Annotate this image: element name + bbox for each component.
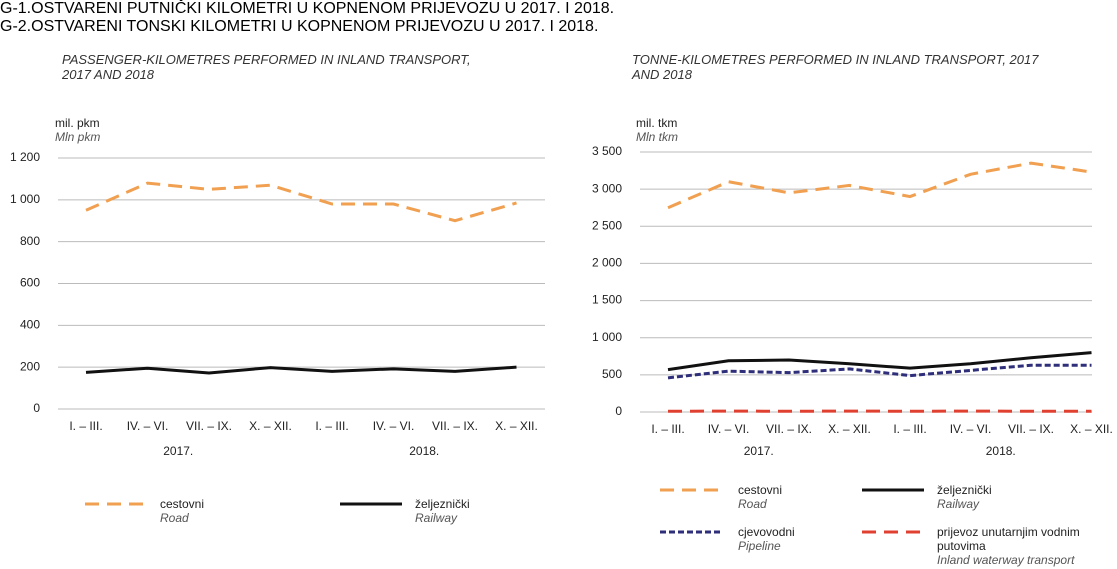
category-group-label: 2017. <box>744 444 774 458</box>
legend-label: željeznički <box>937 483 992 497</box>
legend-entry: cestovni Road <box>160 497 310 525</box>
legend-entry: željeznički Railway <box>937 483 1087 511</box>
chart-subtitle: PASSENGER-KILOMETRES PERFORMED IN INLAND… <box>62 52 471 82</box>
category-group-label: 2018. <box>409 444 439 458</box>
legend-label-en: Inland waterway transport <box>937 553 1075 567</box>
x-tick-label: IV. – VI. <box>127 419 169 433</box>
x-tick-label: VII. – IX. <box>1008 422 1054 436</box>
chart-number: G-1. <box>0 0 32 17</box>
y-tick-label: 600 <box>20 276 40 290</box>
legend-entry: željeznički Railway <box>415 497 565 525</box>
legend-label: cestovni <box>738 483 783 497</box>
legend-entry: prijevoz unutarnjim vodnim putovima Inlan… <box>937 525 1087 567</box>
legend-label-en: Road <box>160 511 189 525</box>
y-axis-label-en: Mln tkm <box>636 130 678 144</box>
x-tick-label: I. – III. <box>69 419 102 433</box>
line-series <box>667 161 1092 210</box>
chart-number: G-2. <box>0 18 32 35</box>
chart-title: OSTVARENI TONSKI KILOMETRI U KOPNENOM PR… <box>31 18 599 35</box>
y-tick-label: 500 <box>602 367 622 381</box>
x-tick-label: VII. – IX. <box>766 422 812 436</box>
category-group-label: 2017. <box>163 444 193 458</box>
y-tick-label: 2 500 <box>592 218 622 232</box>
y-tick-label: 3 000 <box>592 181 622 195</box>
y-tick-label: 1 200 <box>10 150 40 164</box>
x-tick-label: VII. – IX. <box>186 419 232 433</box>
legend-label: prijevoz unutarnjim vodnim putovima <box>937 525 1080 553</box>
x-tick-label: X. – XII. <box>249 419 292 433</box>
legend-label-en: Road <box>738 497 767 511</box>
legend-label: cestovni <box>160 497 205 511</box>
x-tick-label: X. – XII. <box>1070 422 1113 436</box>
y-tick-label: 400 <box>20 318 40 332</box>
y-tick-label: 200 <box>20 359 40 373</box>
x-tick-label: I. – III. <box>315 419 348 433</box>
legend-label: cjevovodni <box>738 525 795 539</box>
chart-title: OSTVARENI PUTNIČKI KILOMETRI U KOPNENOM … <box>31 0 615 17</box>
y-tick-label: 1 000 <box>592 330 622 344</box>
y-tick-label: 2 000 <box>592 256 622 270</box>
chart-subtitle: TONNE-KILOMETRES PERFORMED IN INLAND TRA… <box>632 52 1039 82</box>
y-tick-label: 1 500 <box>592 293 622 307</box>
x-tick-label: I. – III. <box>893 422 926 436</box>
y-tick-label: 0 <box>615 404 622 418</box>
y-axis-label-en: Mln pkm <box>55 130 101 144</box>
chart-title-block: G-1.OSTVARENI PUTNIČKI KILOMETRI U KOPNE… <box>0 0 1117 18</box>
y-axis-label: mil. pkm Mln pkm <box>55 116 100 144</box>
legend-label-en: Pipeline <box>738 539 781 553</box>
legend-entry: cjevovodni Pipeline <box>738 525 888 553</box>
y-tick-label: 3 500 <box>592 144 622 158</box>
line-series <box>667 363 1092 380</box>
legend-label-en: Railway <box>415 511 458 525</box>
y-axis-label-local: mil. tkm <box>636 116 678 130</box>
x-tick-label: IV. – VI. <box>708 422 750 436</box>
x-tick-label: IV. – VI. <box>950 422 992 436</box>
x-tick-label: X. – XII. <box>495 419 538 433</box>
line-series <box>85 365 517 375</box>
x-tick-label: X. – XII. <box>828 422 871 436</box>
legend-label-en: Railway <box>937 497 980 511</box>
category-group-label: 2018. <box>986 444 1016 458</box>
y-tick-label: 800 <box>20 234 40 248</box>
line-series <box>667 351 1092 372</box>
y-axis-label-local: mil. pkm <box>55 116 100 130</box>
y-tick-label: 1 000 <box>10 192 40 206</box>
legend-label: željeznički <box>415 497 470 511</box>
chart-title-block: G-2.OSTVARENI TONSKI KILOMETRI U KOPNENO… <box>0 18 1117 36</box>
x-tick-label: IV. – VI. <box>373 419 415 433</box>
line-series <box>85 181 517 223</box>
legend-entry: cestovni Road <box>738 483 888 511</box>
x-tick-label: VII. – IX. <box>432 419 478 433</box>
x-tick-label: I. – III. <box>651 422 684 436</box>
y-axis-label: mil. tkm Mln tkm <box>636 116 678 144</box>
y-tick-label: 0 <box>33 401 40 415</box>
